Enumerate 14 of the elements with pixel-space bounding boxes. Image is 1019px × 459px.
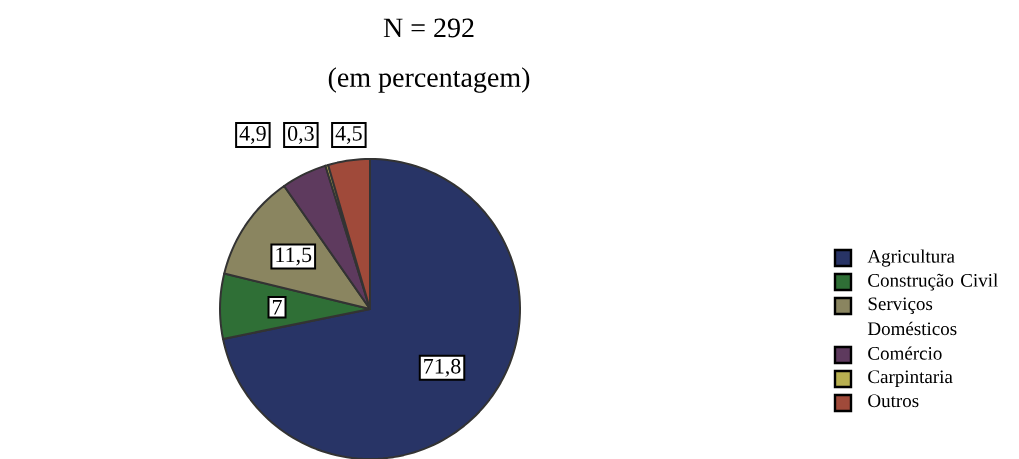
data-label: 7 xyxy=(272,300,282,315)
legend-label: Serviços Domésticos xyxy=(867,297,957,336)
legend-label: Outros xyxy=(868,394,919,408)
chart-title: N = 292 xyxy=(383,18,474,38)
chart-subtitle: (em percentagem) xyxy=(328,67,530,93)
data-label: 71,8 xyxy=(424,358,461,377)
legend-label: Comércio xyxy=(868,346,942,360)
data-label: 11,5 xyxy=(276,247,312,266)
data-label: 0,3 xyxy=(287,126,314,144)
data-label: 4,9 xyxy=(239,126,266,144)
data-label: 4,5 xyxy=(335,126,362,144)
legend-label: Carpintaria xyxy=(868,370,953,388)
legend-label: Construção Civil xyxy=(868,273,998,291)
legend-label: Agricultura xyxy=(867,249,955,267)
